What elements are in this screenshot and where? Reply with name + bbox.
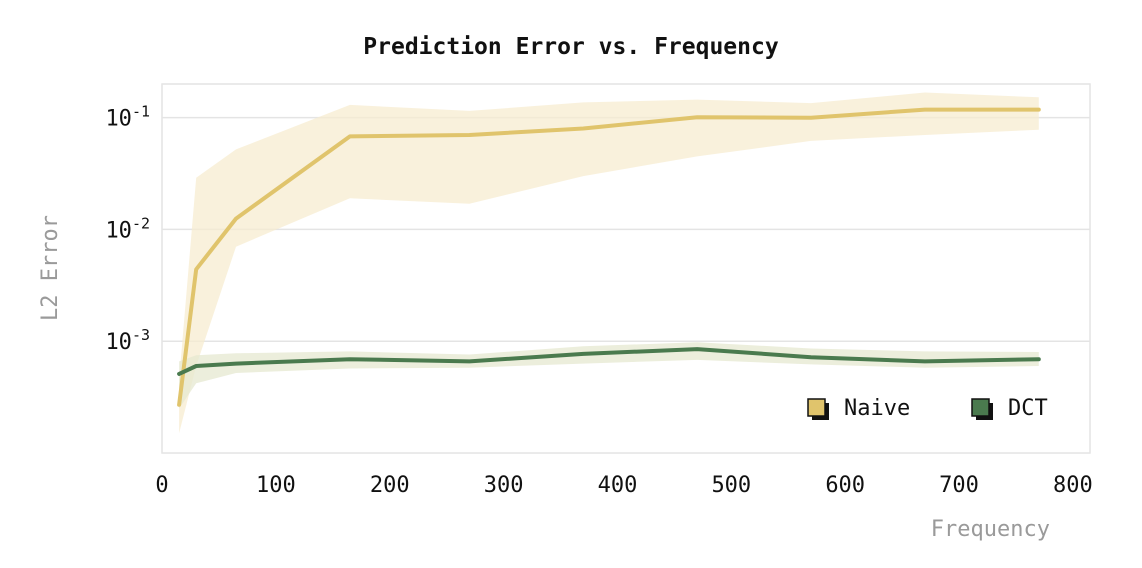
y-tick-label: 10-1 (105, 103, 150, 132)
line-dct (177, 347, 1041, 376)
x-axis-label: Frequency (931, 517, 1050, 542)
chart-title: Prediction Error vs. Frequency (363, 34, 779, 60)
x-tick-label: 0 (155, 473, 168, 498)
y-axis-ticks: 10-1 10-2 10-3 (105, 103, 150, 356)
x-tick-label: 700 (939, 473, 979, 498)
legend-label-naive: Naive (844, 396, 910, 421)
x-tick-label: 600 (825, 473, 865, 498)
y-tick-label: 10-3 (105, 326, 150, 355)
x-tick-label: 300 (484, 473, 524, 498)
x-axis-ticks: 0 100 200 300 400 500 600 700 800 (155, 473, 1092, 498)
y-axis-label: L2 Error (38, 215, 63, 321)
series-lines (177, 107, 1041, 407)
x-tick-label: 100 (256, 473, 296, 498)
x-tick-label: 200 (370, 473, 410, 498)
legend-swatch-naive (807, 398, 826, 417)
legend: Naive DCT (807, 396, 1048, 421)
x-tick-label: 500 (711, 473, 751, 498)
y-tick-label: 10-2 (105, 214, 150, 243)
band-naive (179, 92, 1039, 434)
legend-swatch-dct (971, 398, 990, 417)
legend-label-dct: DCT (1008, 396, 1048, 421)
x-tick-label: 800 (1053, 473, 1093, 498)
legend-item-naive: Naive (807, 396, 910, 421)
line-naive (177, 107, 1041, 407)
legend-item-dct: DCT (971, 396, 1048, 421)
x-tick-label: 400 (598, 473, 638, 498)
